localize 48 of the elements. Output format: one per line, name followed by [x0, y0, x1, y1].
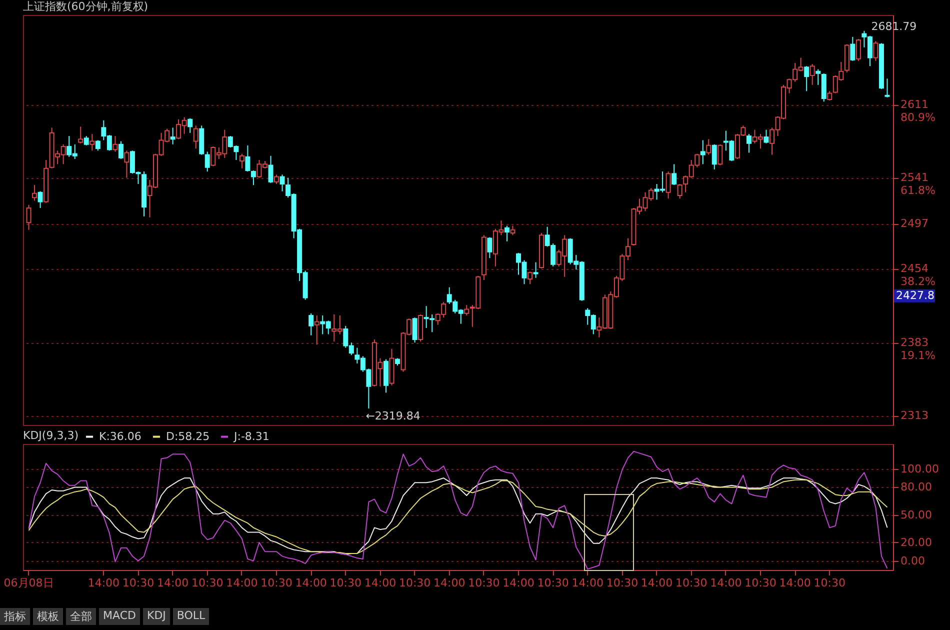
x-tick-label: 10:30: [330, 576, 362, 590]
x-tick-label: 10:30: [606, 576, 638, 590]
x-tick-label: 14:00: [779, 576, 811, 590]
y-tick-label: 50.00: [900, 508, 932, 522]
x-tick-label: 14:00: [156, 576, 189, 590]
text: KDJ: [142, 608, 170, 625]
text: MACD: [99, 608, 140, 625]
x-tick-label: 14:00: [295, 576, 327, 590]
legend-label: J:-8.31: [233, 430, 270, 443]
legend-label: D:58.25: [166, 430, 210, 443]
x-tick-label: 14:00: [710, 576, 742, 590]
y-tick-label: 2454 38.2%: [900, 262, 936, 288]
x-tick-label: 06月08日: [4, 576, 54, 590]
x-tick-label: 10:30: [468, 576, 500, 590]
y-tick-label: 2313: [900, 409, 928, 422]
annotation: ←2319.84: [366, 409, 420, 422]
x-tick-label: 14:00: [502, 576, 534, 590]
legend-label: K:36.06: [99, 430, 142, 443]
line-series: [28, 450, 888, 570]
x-tick-label: 14:00: [88, 576, 120, 590]
y-tick-label: 80.00: [900, 480, 932, 494]
y-tick-label: 2383 19.1%: [900, 336, 936, 362]
x-tick-label: 10:30: [122, 576, 154, 590]
x-tick-label: 10:30: [537, 576, 569, 590]
y-tick-label: 100.00: [900, 462, 939, 476]
y-tick-label: 20.00: [900, 536, 932, 549]
y-tick-label: 2541 61.8%: [900, 171, 936, 198]
text: 指标: [0, 608, 30, 625]
x-tick-label: 10:30: [675, 576, 708, 590]
x-tick-label: 14:00: [572, 576, 604, 590]
x-tick-label: 14:00: [434, 576, 466, 590]
text: 模板: [33, 608, 63, 625]
x-tick-label: 10:30: [744, 576, 776, 590]
x-tick-label: 14:00: [226, 576, 258, 590]
ref-line-label: 2427.8: [896, 288, 934, 302]
chart-title: 上证指数(60分钟,前复权): [23, 0, 148, 13]
x-tick-label: 14:00: [364, 576, 396, 590]
text: BOLL: [172, 608, 210, 625]
text: 全部: [66, 608, 96, 625]
y-tick-label: 2497: [900, 217, 928, 230]
x-tick-label: 10:30: [814, 576, 846, 590]
x-tick-label: 10:30: [192, 576, 224, 590]
x-tick-label: 14:00: [640, 576, 673, 590]
legend-title: KDJ(9,3,3): [23, 429, 78, 442]
y-tick-label: 0.00: [900, 554, 925, 568]
y-tick-label: 2611 80.9%: [900, 98, 936, 124]
x-tick-label: 10:30: [398, 576, 431, 590]
x-tick-label: 10:30: [260, 576, 292, 590]
